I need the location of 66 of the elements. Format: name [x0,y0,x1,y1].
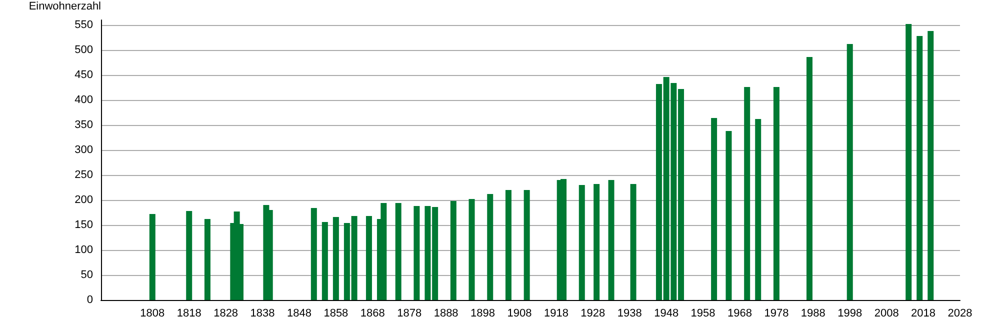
bar [578,185,585,300]
y-tick-label: 500 [74,44,93,56]
y-tick-label: 450 [74,69,93,81]
bar [755,119,762,300]
bar [186,211,192,300]
x-tick-label: 1898 [470,308,496,320]
bar [380,203,387,300]
x-tick-label: 1848 [286,308,312,320]
bar [505,190,512,300]
y-tick-label: 400 [74,94,93,106]
y-tick-label: 200 [74,194,93,206]
x-tick-label: 1918 [544,308,568,320]
y-tick-label: 250 [74,169,93,181]
bar [149,214,156,300]
x-tick-label: 1988 [800,308,826,320]
bar [487,194,494,300]
x-tick-label: 1998 [838,308,862,320]
x-tick-label: 1868 [360,308,385,320]
x-tick-label: 1808 [140,308,165,320]
x-tick-label: 1828 [214,308,238,320]
x-tick-label: 1818 [176,308,202,320]
y-tick-label: 300 [74,144,93,156]
bar [744,87,750,300]
x-tick-label: 2018 [911,308,936,320]
y-tick-label: 550 [74,19,93,31]
bar [726,131,732,300]
bar [916,36,923,300]
y-tick-label: 0 [86,294,93,306]
x-tick-label: 1938 [617,308,642,320]
x-tick-label: 1968 [728,308,752,320]
y-tick-label: 150 [74,219,93,231]
y-tick-label: 50 [80,269,93,281]
x-tick-label: 1958 [690,308,716,320]
bar [773,87,780,300]
bar [846,44,853,300]
y-tick-label: 350 [74,119,93,131]
bar [395,203,402,300]
bar [711,118,718,300]
bar [322,222,328,300]
bar [594,184,600,300]
bar [414,206,420,300]
bar [560,179,567,300]
x-tick-label: 1908 [507,308,532,320]
bar [310,208,317,300]
bar [450,201,456,300]
y-axis-title: Einwohnerzahl [28,0,101,12]
bar [608,180,614,300]
x-tick-label: 1948 [654,308,679,320]
x-tick-label: 1928 [580,308,606,320]
bar [204,219,210,300]
x-tick-label: 1858 [324,308,348,320]
bar [906,24,912,300]
x-tick-label: 1878 [397,308,422,320]
bar [806,57,812,300]
bar [928,31,934,300]
bar [468,199,475,300]
x-tick-label: 1888 [434,308,458,320]
bar [332,217,339,300]
x-tick-label: 1838 [250,308,275,320]
x-tick-label: 1978 [764,308,789,320]
y-tick-label: 100 [74,244,93,256]
x-tick-label: 2028 [948,308,972,320]
x-tick-label: 2008 [874,308,899,320]
bar [366,216,372,300]
bar [524,190,530,300]
bar [630,184,636,300]
